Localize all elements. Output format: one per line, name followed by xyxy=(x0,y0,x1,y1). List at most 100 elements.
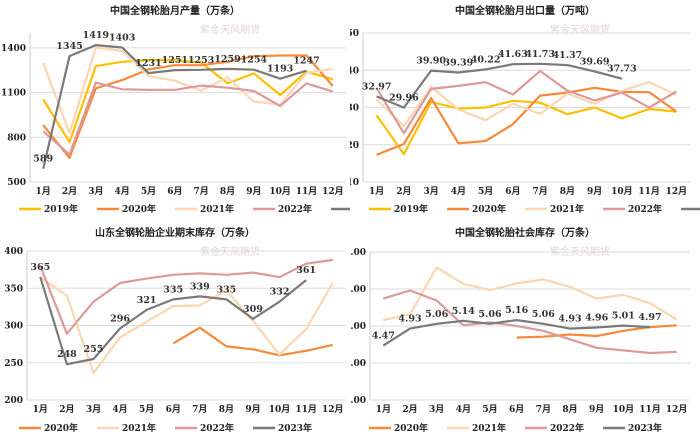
y-tick-label: 400 xyxy=(4,247,23,257)
x-tick-label: 10月 xyxy=(613,404,635,415)
data-label: 332 xyxy=(270,287,290,298)
x-tick-label: 10月 xyxy=(611,186,633,197)
y-tick-label: 1100 xyxy=(1,89,26,99)
legend-label: 2022年 xyxy=(278,203,312,215)
x-tick-label: 2月 xyxy=(402,404,417,415)
social-inventory-chart: 中国全钢轮胎社会库存（万条）紫金天风期货3.004.005.006.007.00… xyxy=(350,222,700,444)
x-tick-label: 12月 xyxy=(322,186,344,197)
data-label: 335 xyxy=(216,284,236,295)
x-tick-label: 2月 xyxy=(62,186,77,197)
data-label: 1419 xyxy=(83,30,110,41)
data-label: 1231 xyxy=(135,58,161,69)
x-tick-label: 11月 xyxy=(295,404,317,415)
y-tick-label: 20 xyxy=(350,141,359,151)
y-tick-label: 350 xyxy=(4,284,23,294)
x-tick-label: 11月 xyxy=(638,186,660,197)
x-tick-label: 10月 xyxy=(269,404,291,415)
x-tick-label: 3月 xyxy=(429,404,444,415)
legend-label: 2020年 xyxy=(472,203,506,215)
chart-title: 中国全钢轮胎月出口量（万吨） xyxy=(455,4,595,17)
x-tick-label: 5月 xyxy=(139,404,154,415)
y-tick-label: 7.00 xyxy=(350,248,366,258)
y-tick-label: 50 xyxy=(350,29,359,39)
data-label: 339 xyxy=(190,281,210,292)
x-tick-label: 12月 xyxy=(666,404,688,415)
legend-label: 2022年 xyxy=(200,422,234,434)
series-line-2020年 xyxy=(173,328,333,356)
data-label: 335 xyxy=(163,284,183,295)
x-tick-label: 11月 xyxy=(639,404,661,415)
y-tick-label: 3.00 xyxy=(350,396,366,406)
x-tick-label: 8月 xyxy=(562,404,577,415)
x-tick-label: 5月 xyxy=(141,186,156,197)
data-label: 41.63 xyxy=(498,49,528,60)
data-label: 5.14 xyxy=(452,306,476,317)
x-tick-label: 8月 xyxy=(220,186,235,197)
x-tick-label: 5月 xyxy=(478,186,493,197)
x-tick-label: 11月 xyxy=(296,186,318,197)
data-label: 4.93 xyxy=(558,314,581,325)
legend-label: 2023年 xyxy=(628,422,662,434)
x-tick-label: 6月 xyxy=(509,404,524,415)
legend-label: 2021年 xyxy=(472,422,506,434)
legend-label: 2019年 xyxy=(44,203,78,215)
x-tick-label: 7月 xyxy=(194,186,209,197)
legend-label: 2022年 xyxy=(628,203,662,215)
data-label: 39.39 xyxy=(444,58,474,69)
x-tick-label: 1月 xyxy=(33,404,48,415)
x-tick-label: 5月 xyxy=(482,404,497,415)
y-tick-label: 4.00 xyxy=(350,359,366,369)
legend-label: 2021年 xyxy=(200,203,234,215)
x-tick-label: 4月 xyxy=(112,404,127,415)
x-tick-label: 8月 xyxy=(560,186,575,197)
data-label: 5.06 xyxy=(478,309,502,320)
y-tick-label: 30 xyxy=(350,104,359,114)
x-tick-label: 10月 xyxy=(269,186,291,197)
data-label: 589 xyxy=(33,154,53,165)
y-tick-label: 1400 xyxy=(1,44,26,54)
x-tick-label: 4月 xyxy=(456,404,471,415)
x-tick-label: 9月 xyxy=(589,404,604,415)
x-tick-label: 3月 xyxy=(423,186,438,197)
export-chart: 中国全钢轮胎月出口量（万吨）紫金天风期货10203040501月2月3月4月5月… xyxy=(350,0,700,222)
x-tick-label: 7月 xyxy=(536,404,551,415)
data-label: 248 xyxy=(57,349,77,360)
legend-label: 2020年 xyxy=(122,203,156,215)
chart-title: 山东全钢轮胎企业期末库存（万条） xyxy=(95,226,255,239)
data-label: 4.47 xyxy=(372,331,395,342)
data-label: 5.01 xyxy=(612,311,635,322)
data-label: 1403 xyxy=(109,32,135,43)
x-tick-label: 12月 xyxy=(322,404,344,415)
data-label: 1345 xyxy=(56,41,82,52)
data-label: 1193 xyxy=(267,64,293,75)
data-label: 1247 xyxy=(293,56,319,67)
x-tick-label: 4月 xyxy=(115,186,130,197)
legend-label: 2020年 xyxy=(44,422,78,434)
data-label: 4.97 xyxy=(638,312,661,323)
y-tick-label: 5.00 xyxy=(350,322,366,332)
data-label: 41.37 xyxy=(553,50,583,61)
data-label: 1259 xyxy=(214,54,241,65)
y-tick-label: 6.00 xyxy=(350,285,366,295)
chart-title: 中国全钢轮胎月产量（万条） xyxy=(110,4,240,17)
y-tick-label: 40 xyxy=(350,66,359,76)
x-tick-label: 3月 xyxy=(88,186,103,197)
x-tick-label: 2月 xyxy=(59,404,74,415)
x-tick-label: 6月 xyxy=(505,186,520,197)
x-tick-label: 12月 xyxy=(666,186,688,197)
data-label: 39.69 xyxy=(580,56,610,67)
x-tick-label: 7月 xyxy=(532,186,547,197)
data-label: 5.16 xyxy=(505,305,529,316)
data-label: 4.96 xyxy=(585,312,609,323)
data-label: 296 xyxy=(110,313,130,324)
legend-label: 2021年 xyxy=(550,203,584,215)
y-tick-label: 200 xyxy=(4,396,23,406)
chart-title: 中国全钢轮胎社会库存（万条） xyxy=(455,226,595,239)
data-label: 255 xyxy=(84,344,104,355)
y-tick-label: 250 xyxy=(4,359,23,369)
x-tick-label: 4月 xyxy=(451,186,466,197)
data-label: 361 xyxy=(296,265,316,276)
data-label: 5.06 xyxy=(425,309,449,320)
data-label: 365 xyxy=(30,262,50,273)
